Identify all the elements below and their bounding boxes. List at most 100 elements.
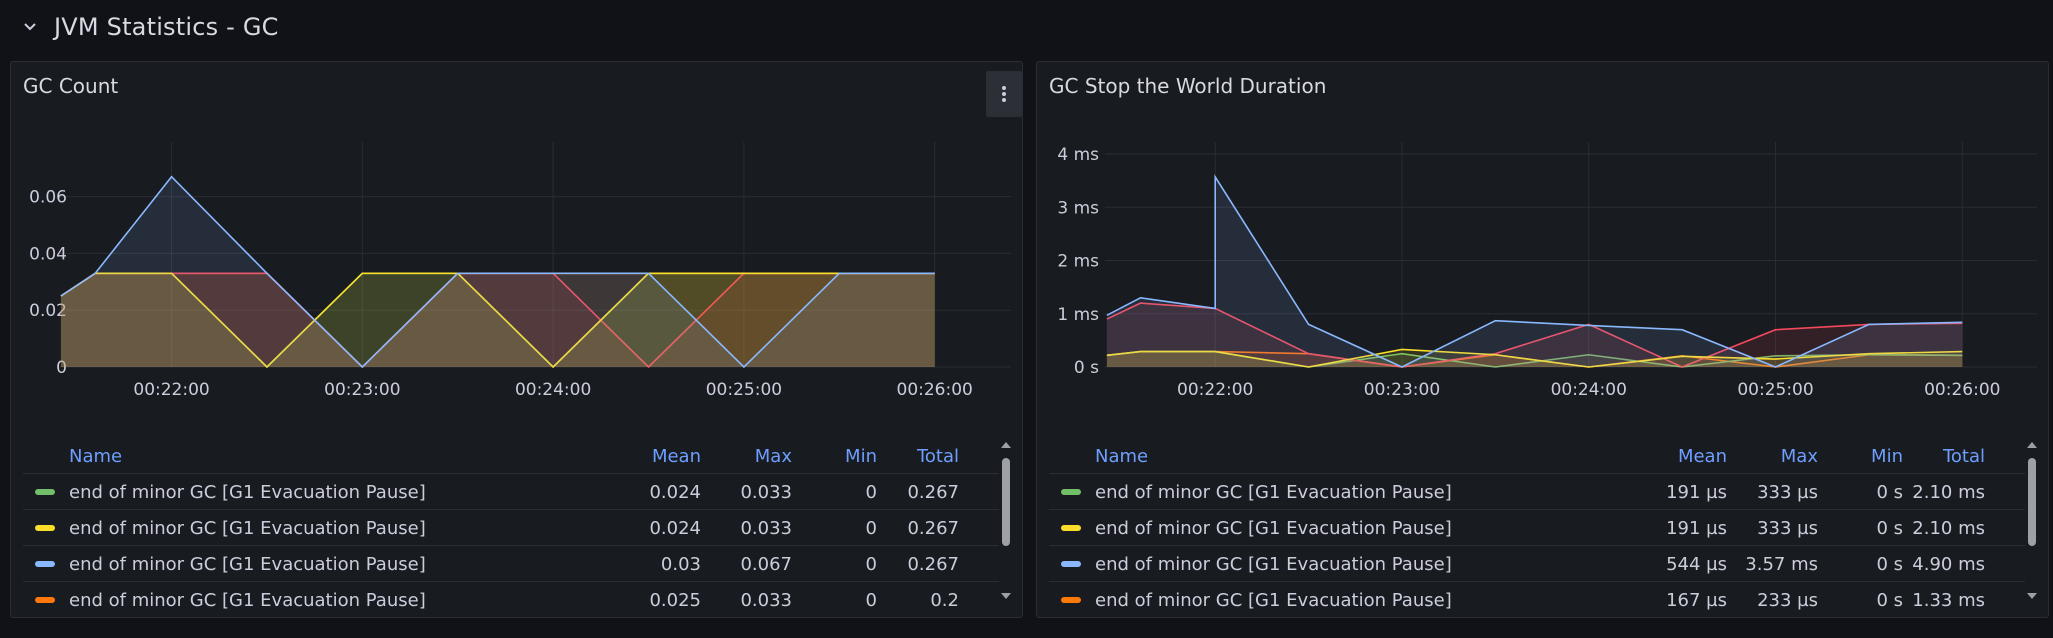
series-area [60,273,935,367]
legend-table: Name Mean Max Min Total end of minor GC [G1 E… [23,438,1013,614]
legend-min: 0 [865,590,877,611]
legend-name: end of minor GC [G1 Evacuation Pause] [1095,554,1452,575]
y-tick-label: 3 ms [1057,198,1099,218]
x-tick-label: 00:23:00 [324,380,400,400]
legend-max: 0.067 [740,554,792,575]
legend-scrollbar[interactable] [999,438,1013,603]
x-tick-label: 00:24:00 [515,380,591,400]
x-tick-label: 00:25:00 [1737,380,1813,400]
legend-mean: 191 µs [1666,482,1727,503]
series-color-swatch[interactable] [35,561,55,567]
legend-name: end of minor GC [G1 Evacuation Pause] [69,518,426,539]
legend-name: end of minor GC [G1 Evacuation Pause] [1095,590,1452,611]
legend-header-total[interactable]: Total [916,446,959,467]
legend-header-max[interactable]: Max [1780,446,1818,467]
legend-total: 0.267 [907,554,959,575]
gc-stw-duration-chart: 0 s 1 ms 2 ms 3 ms 4 ms 00:22:00 00:23:00 00:24… [1057,142,2037,400]
legend-header: Name Mean Max Min Total [1049,438,2025,473]
x-tick-label: 00:26:00 [897,380,973,400]
series-line [1106,302,1963,368]
legend-row[interactable]: end of minor GC [G1 Evacuation Pause] 191… [1049,473,2025,509]
legend-name: end of minor GC [G1 Evacuation Pause] [69,482,426,503]
series-area [60,273,935,367]
legend-total: 4.90 ms [1912,554,1985,575]
legend-max: 333 µs [1757,518,1818,539]
legend-header-mean[interactable]: Mean [1677,446,1727,467]
series-area [60,176,935,367]
x-tick-label: 00:22:00 [133,380,209,400]
legend-min: 0 [865,554,877,575]
y-tick-label: 0.04 [29,244,67,264]
series-area [60,273,935,367]
legend-total: 0.267 [907,482,959,503]
legend-header-max[interactable]: Max [754,446,792,467]
y-tick-label: 2 ms [1057,252,1099,272]
legend-total: 2.10 ms [1912,518,1985,539]
y-tick-label: 0.06 [29,188,67,208]
gc-count-chart: 0 0.02 0.04 0.06 00:22:00 00:23:00 00:24:00 00:… [29,142,1011,400]
y-tick-label: 0.02 [29,301,67,321]
legend-row[interactable]: end of minor GC [G1 Evacuation Pause] 0.0… [23,545,999,581]
scroll-down-arrow-icon[interactable] [2027,593,2037,599]
legend-row[interactable]: end of minor GC [G1 Evacuation Pause] 167… [1049,581,2025,617]
legend-table: Name Mean Max Min Total end of minor GC [G1 E… [1049,438,2039,614]
legend-row[interactable]: end of minor GC [G1 Evacuation Pause] 191… [1049,509,2025,545]
x-tick-label: 00:22:00 [1177,380,1253,400]
row-header[interactable]: JVM Statistics - GC [0,0,2053,54]
legend-name: end of minor GC [G1 Evacuation Pause] [1095,518,1452,539]
scroll-up-arrow-icon[interactable] [1001,442,1011,448]
legend-row[interactable]: end of minor GC [G1 Evacuation Pause] 0.0… [23,581,999,617]
legend-mean: 0.024 [649,482,701,503]
series-line [60,175,935,369]
series-color-swatch[interactable] [35,489,55,495]
kebab-menu-icon[interactable] [986,71,1022,117]
legend-row[interactable]: end of minor GC [G1 Evacuation Pause] 544… [1049,545,2025,581]
x-tick-label: 00:24:00 [1551,380,1627,400]
legend-header-name[interactable]: Name [69,446,123,467]
panel-gc-stw-duration: GC Stop the World Duration 0 s 1 ms 2 ms 3 … [1036,61,2049,618]
x-tick-label: 00:26:00 [1924,380,2000,400]
series-line [1106,174,1963,368]
legend-min: 0 s [1876,554,1903,575]
x-tick-label: 00:25:00 [706,380,782,400]
legend-max: 0.033 [740,518,792,539]
y-tick-label: 1 ms [1057,305,1099,325]
legend-min: 0 [865,518,877,539]
legend-row[interactable]: end of minor GC [G1 Evacuation Pause] 0.0… [23,509,999,545]
scrollbar-thumb[interactable] [2028,458,2036,546]
legend-header-mean[interactable]: Mean [651,446,701,467]
scroll-down-arrow-icon[interactable] [1001,593,1011,599]
scrollbar-thumb[interactable] [1002,458,1010,546]
legend-header-min[interactable]: Min [1871,446,1903,467]
legend-header-min[interactable]: Min [845,446,877,467]
legend-header-total[interactable]: Total [1942,446,1985,467]
series-area [1106,176,1963,367]
series-line [1106,348,1963,368]
series-color-swatch[interactable] [1061,597,1081,603]
legend-row[interactable]: end of minor GC [G1 Evacuation Pause] 0.0… [23,473,999,509]
legend-max: 333 µs [1757,482,1818,503]
chevron-down-icon[interactable] [20,17,40,37]
legend-min: 0 s [1876,482,1903,503]
series-color-swatch[interactable] [1061,489,1081,495]
series-color-swatch[interactable] [35,525,55,531]
legend-name: end of minor GC [G1 Evacuation Pause] [69,590,426,611]
series-color-swatch[interactable] [1061,525,1081,531]
row-title: JVM Statistics - GC [54,13,279,41]
legend-max: 233 µs [1757,590,1818,611]
legend-name: end of minor GC [G1 Evacuation Pause] [1095,482,1452,503]
panel-gc-count: GC Count 0 0.02 0.04 0.06 00:22:00 00:23:00 00… [10,61,1023,618]
legend-total: 1.33 ms [1912,590,1985,611]
y-tick-label: 0 s [1074,358,1099,378]
legend-scrollbar[interactable] [2025,438,2039,603]
legend-max: 0.033 [740,590,792,611]
scroll-up-arrow-icon[interactable] [2027,442,2037,448]
legend-total: 2.10 ms [1912,482,1985,503]
legend-mean: 544 µs [1666,554,1727,575]
legend-header-name[interactable]: Name [1095,446,1149,467]
series-color-swatch[interactable] [35,597,55,603]
panel-title: GC Count [23,74,119,98]
series-color-swatch[interactable] [1061,561,1081,567]
legend-mean: 0.03 [660,554,701,575]
legend-max: 0.033 [740,482,792,503]
